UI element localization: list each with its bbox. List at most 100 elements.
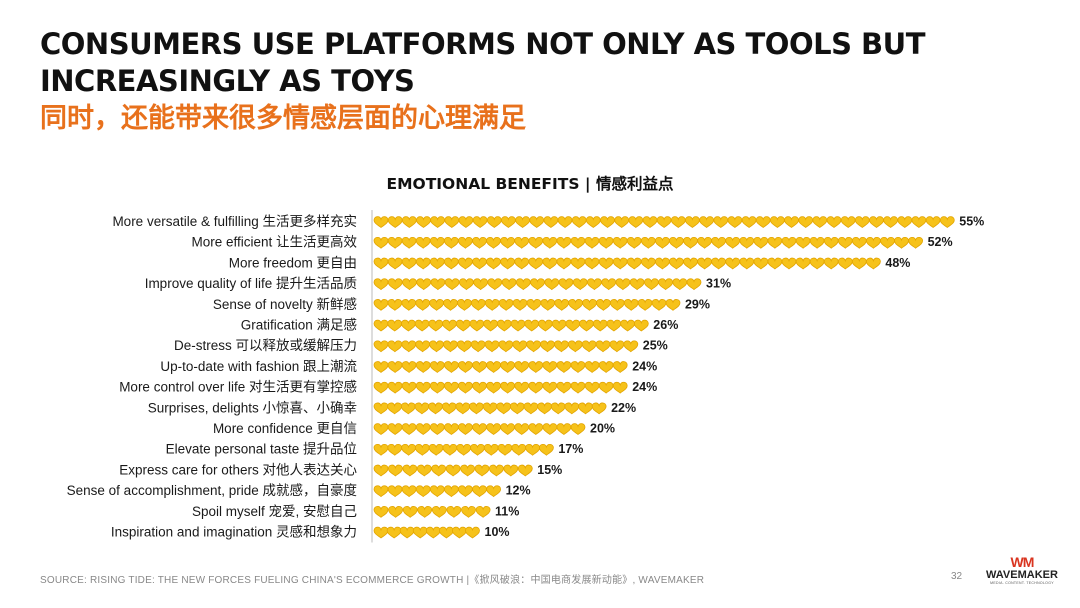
heart-icon [387, 340, 403, 353]
heart-icon [542, 257, 558, 270]
heart-icon [770, 216, 785, 229]
heart-icon [429, 340, 444, 353]
heart-icon [429, 381, 445, 394]
heart-icon [570, 361, 586, 373]
heart-icon [755, 216, 771, 229]
heart-icon [373, 257, 389, 270]
heart-icon [401, 340, 417, 353]
heart-icon [615, 278, 631, 291]
heart-icon [373, 361, 389, 373]
heart-icon [537, 402, 552, 415]
heart-icon [542, 423, 558, 436]
heart-icon [925, 216, 941, 229]
heart-icon [894, 237, 909, 249]
heart-icon [584, 361, 600, 373]
heart-icon [525, 444, 540, 456]
heart-icon [601, 278, 617, 291]
heart-icon [387, 278, 403, 291]
heart-icon [441, 402, 457, 415]
heart-icon [556, 381, 572, 394]
heart-icon [416, 464, 432, 477]
heart-icon [488, 464, 504, 477]
heart-icon [400, 319, 416, 332]
heart-icon [486, 237, 501, 249]
heart-icon [373, 299, 389, 311]
heart-icon [401, 444, 417, 456]
heart-icon [540, 299, 556, 311]
heart-icon [524, 319, 540, 332]
heart-icon [570, 237, 586, 249]
heart-icon [457, 381, 473, 394]
heart-icon [401, 485, 417, 498]
heart-icon [503, 464, 519, 477]
heart-icon [373, 485, 389, 498]
heart-icon [837, 237, 853, 249]
heart-icon [579, 319, 594, 332]
bar [373, 506, 491, 518]
heart-icon [443, 485, 459, 498]
heart-icon [470, 299, 486, 311]
heart-icon [683, 237, 698, 249]
heart-icon [496, 402, 512, 415]
heart-icon [373, 506, 389, 518]
heart-icon [486, 485, 502, 498]
heart-icon [582, 299, 597, 311]
heart-icon [753, 237, 769, 249]
data-label: 26% [653, 318, 678, 332]
heart-icon [570, 257, 586, 270]
heart-icon [373, 464, 389, 477]
heart-icon [511, 444, 527, 456]
category-label: Express care for others 对他人表达关心 [119, 462, 357, 477]
heart-icon [486, 361, 502, 373]
heart-icon [415, 340, 431, 353]
heart-icon [429, 257, 445, 270]
data-label: 24% [632, 380, 657, 394]
heart-icon [686, 278, 702, 291]
heart-icon [523, 402, 539, 415]
heart-icon [570, 381, 586, 394]
heart-icon [640, 237, 656, 249]
heart-icon [500, 257, 516, 270]
heart-icon [798, 216, 814, 229]
category-label: Improve quality of life 提升生活品质 [145, 276, 357, 291]
heart-icon [456, 299, 472, 311]
heart-icon [697, 237, 712, 249]
heart-icon [484, 299, 500, 311]
heart-icon [626, 237, 642, 249]
category-label: More efficient 让生活更高效 [191, 234, 357, 250]
heart-icon [564, 402, 580, 415]
heart-icon [373, 237, 389, 249]
heart-icon [445, 464, 461, 477]
heart-icon [578, 402, 593, 415]
heart-icon [725, 257, 741, 270]
category-label: More versatile & fulfilling 生活更多样充实 [112, 213, 357, 229]
heart-icon [609, 340, 625, 353]
bar [373, 340, 639, 353]
heart-icon [683, 257, 698, 270]
heart-icon [542, 361, 558, 373]
heart-icon [514, 237, 530, 249]
heart-icon [908, 237, 923, 249]
bar [373, 216, 955, 229]
heart-icon [515, 216, 530, 229]
heart-icon [713, 216, 729, 229]
heart-icon [651, 299, 667, 311]
heart-icon [598, 237, 614, 249]
heart-icon [416, 216, 431, 229]
heart-icon [584, 237, 600, 249]
data-label: 31% [706, 277, 731, 291]
heart-icon [429, 237, 445, 249]
heart-icon [472, 257, 487, 270]
heart-icon [429, 485, 445, 498]
heart-icon [623, 299, 639, 311]
heart-icon [497, 444, 513, 456]
heart-icon [565, 319, 581, 332]
heart-icon [550, 402, 566, 415]
heart-icon [514, 381, 530, 394]
heart-icon [500, 381, 516, 394]
heart-icon [387, 423, 403, 436]
heart-icon [486, 257, 501, 270]
heart-icon [795, 237, 811, 249]
heart-icon [809, 257, 825, 270]
